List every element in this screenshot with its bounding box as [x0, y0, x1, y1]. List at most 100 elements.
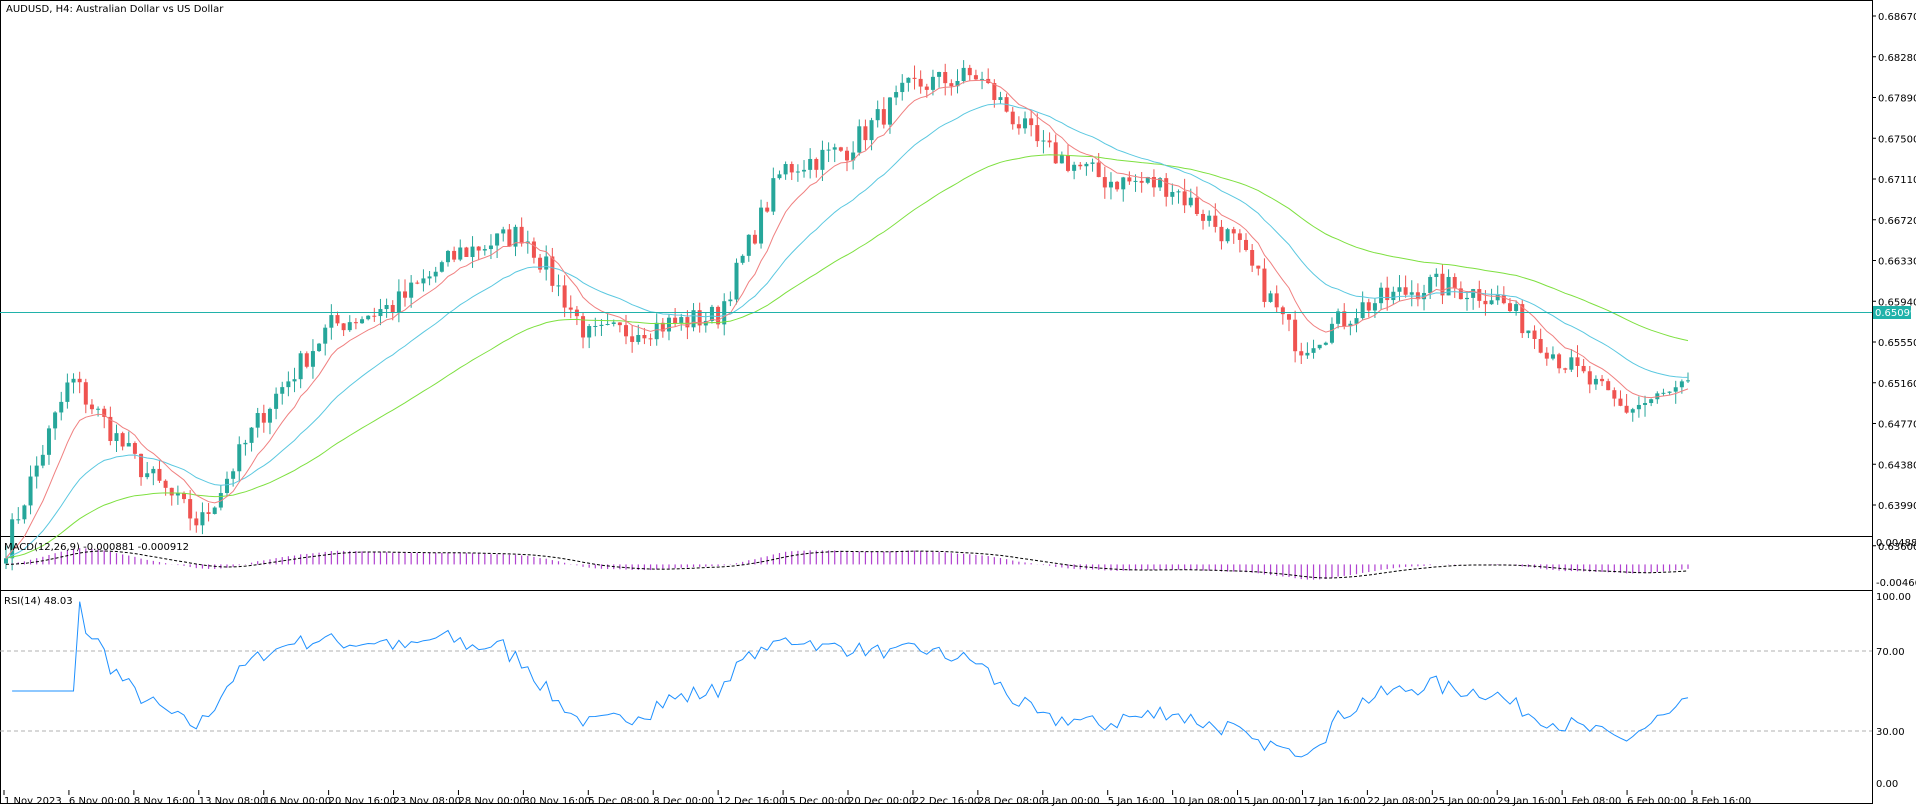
candle-body	[1121, 177, 1126, 190]
candle-body	[1458, 288, 1463, 300]
candle-body	[403, 291, 408, 298]
candle-body	[697, 310, 702, 326]
candle-body	[1649, 399, 1654, 404]
time-axis-label: 17 Jan 16:00	[1302, 796, 1365, 807]
candle-body	[360, 319, 365, 324]
candle-body	[1618, 398, 1623, 406]
rsi-axis-label-100: 100.00	[1876, 592, 1911, 603]
rsi-axis[interactable]: 100.00 70.00 30.00 0.00	[1876, 592, 1911, 790]
price-axis-label: 0.67110	[1878, 175, 1916, 186]
candle-body	[1023, 118, 1028, 129]
candle-body	[1090, 162, 1095, 164]
candle-body	[1329, 323, 1334, 343]
candle-body	[1532, 330, 1537, 339]
time-axis-label: 8 Feb 16:00	[1692, 796, 1751, 807]
price-axis-label: 0.66720	[1878, 216, 1916, 227]
candle-body	[1465, 297, 1470, 300]
candle-body	[912, 77, 917, 79]
macd-axis-top-label: 0.004887	[1876, 538, 1916, 549]
rsi-line	[12, 601, 1689, 758]
candle-body	[1072, 164, 1077, 171]
price-axis-label: 0.65550	[1878, 338, 1916, 349]
candle-body	[280, 387, 285, 394]
candle-body	[53, 412, 58, 429]
time-axis-label: 28 Nov 00:00	[458, 796, 525, 807]
candle-body	[1244, 239, 1249, 250]
candle-body	[384, 305, 389, 310]
price-axis[interactable]: 0.68670 0.68280 0.67890 0.67500 0.67110 0.667…	[1872, 12, 1916, 553]
candle-body	[1483, 300, 1488, 305]
candle-body	[691, 310, 696, 328]
candle-body	[716, 306, 721, 325]
time-axis[interactable]: 1 Nov 2023 6 Nov 00:00 8 Nov 16:00 13 Nov 0…	[3, 790, 1751, 807]
macd-indicator	[5, 548, 1689, 580]
candle-body	[40, 454, 45, 466]
candle-body	[930, 76, 935, 90]
candle-body	[1065, 155, 1070, 171]
time-axis-label: 16 Nov 00:00	[264, 796, 331, 807]
macd-axis[interactable]: 0.004887 -0.004663	[1876, 538, 1916, 589]
candle-body	[1569, 357, 1574, 370]
candle-body	[1501, 294, 1506, 304]
candle-body	[304, 353, 309, 367]
candle-body	[175, 493, 180, 496]
candle-body	[624, 325, 629, 337]
candle-body	[642, 335, 647, 339]
candle-body	[863, 126, 868, 141]
candle-body	[1593, 378, 1598, 385]
candle-body	[1636, 404, 1641, 410]
candle-body	[249, 427, 254, 443]
ma-mid-line	[5, 103, 1689, 559]
candle-body	[1403, 287, 1408, 295]
candle-body	[1299, 351, 1304, 356]
price-axis-label: 0.66330	[1878, 257, 1916, 268]
chart-frame	[0, 0, 1873, 804]
candle-body	[771, 178, 776, 212]
candle-body	[630, 336, 635, 342]
candle-body	[476, 246, 481, 251]
candle-body	[286, 381, 291, 388]
candle-body	[1041, 140, 1046, 142]
candle-body	[108, 416, 113, 442]
time-axis-label: 15 Dec 00:00	[783, 796, 850, 807]
candle-body	[132, 443, 137, 454]
time-axis-label: 5 Dec 08:00	[588, 796, 649, 807]
candle-body	[182, 493, 187, 500]
candle-body	[445, 250, 450, 263]
candle-body	[1686, 380, 1690, 382]
time-axis-label: 22 Dec 16:00	[913, 796, 980, 807]
candle-body	[1581, 365, 1586, 372]
candle-body	[900, 82, 905, 93]
candle-body	[151, 468, 156, 474]
time-axis-label: 20 Nov 16:00	[329, 796, 396, 807]
candle-body	[1385, 287, 1390, 301]
candle-body	[145, 473, 150, 478]
candle-body	[261, 413, 266, 423]
candle-body	[329, 315, 334, 328]
candle-body	[139, 453, 144, 478]
candle-body	[317, 343, 322, 352]
macd-label: MACD(12,26,9) -0.000881 -0.000912	[4, 542, 189, 553]
candle-body	[452, 250, 457, 260]
candle-body	[1225, 229, 1230, 242]
candle-body	[1409, 292, 1414, 295]
candle-body	[96, 408, 101, 410]
price-axis-label: 0.68670	[1878, 12, 1916, 23]
candle-body	[550, 256, 555, 286]
candle-body	[1471, 289, 1476, 298]
candle-body	[4, 558, 8, 564]
ma-slow-line	[5, 154, 1689, 559]
candle-body	[396, 291, 401, 313]
candle-body	[495, 233, 500, 246]
price-axis-label: 0.64380	[1878, 460, 1916, 471]
candle-body	[188, 499, 193, 519]
candle-body	[194, 518, 199, 526]
candle-body	[464, 247, 469, 257]
candle-body	[292, 379, 297, 382]
candle-body	[1207, 215, 1212, 221]
candle-body	[1600, 378, 1605, 382]
time-axis-label: 5 Jan 16:00	[1108, 796, 1165, 807]
candle-body	[71, 378, 76, 383]
